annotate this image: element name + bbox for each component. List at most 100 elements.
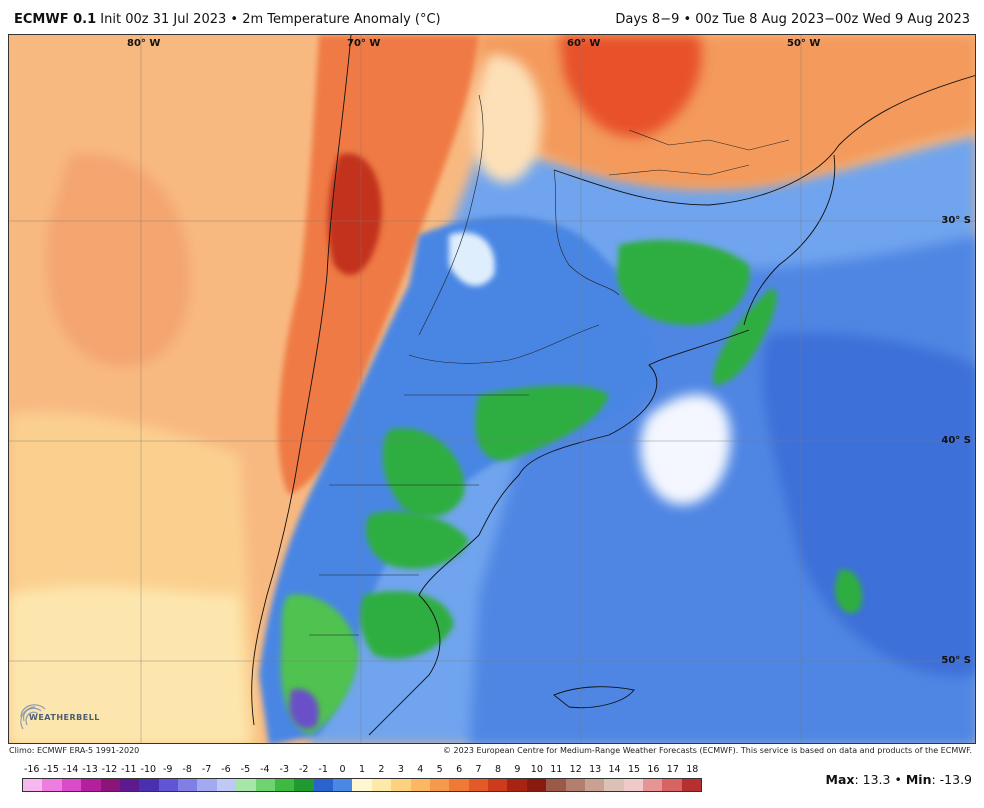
pacific-warm-patch bbox=[46, 153, 191, 367]
atlantic-cold-core bbox=[762, 332, 975, 677]
colorbar-tick-label: 1 bbox=[358, 764, 366, 775]
colorbar-tick-label: 5 bbox=[436, 764, 443, 775]
colorbar-swatches bbox=[22, 778, 702, 792]
colorbar-tick-label: 0 bbox=[339, 764, 346, 775]
colorbar-tick-label: -5 bbox=[240, 764, 251, 775]
colorbar-swatch bbox=[526, 779, 547, 791]
colorbar-tick-label: -8 bbox=[182, 764, 192, 775]
run-info: Init 00z 31 Jul 2023 • 2m Temperature An… bbox=[96, 12, 441, 27]
colorbar-tick-label: -7 bbox=[201, 764, 212, 775]
colorbar-swatch bbox=[623, 779, 643, 791]
weatherbell-logo: WEATHERBELL bbox=[15, 697, 99, 737]
colorbar-tick-label: -2 bbox=[298, 764, 309, 775]
colorbar-tick-label: -10 bbox=[140, 764, 157, 775]
colorbar-tick-label: 16 bbox=[647, 764, 660, 775]
colorbar-swatch bbox=[681, 779, 702, 791]
colorbar-swatch bbox=[216, 779, 237, 791]
colorbar-tick-label: 14 bbox=[608, 764, 621, 775]
colorbar-swatch bbox=[429, 779, 450, 791]
colorbar-swatch bbox=[139, 779, 159, 791]
pampas-cold-core bbox=[475, 385, 609, 461]
colorbar-swatch bbox=[643, 779, 663, 791]
colorbar-tick-label: -3 bbox=[279, 764, 290, 775]
colorbar-swatch bbox=[352, 779, 372, 791]
colorbar-tick-label: -12 bbox=[101, 764, 118, 775]
colorbar-swatch bbox=[119, 779, 140, 791]
colorbar-swatch bbox=[546, 779, 566, 791]
colorbar-tick-label: -13 bbox=[82, 764, 98, 775]
colorbar-swatch bbox=[333, 779, 353, 791]
colorbar-swatch bbox=[236, 779, 256, 791]
colorbar-tick-label: -14 bbox=[62, 764, 79, 775]
colorbar-tick-label: 3 bbox=[397, 764, 404, 775]
swirl-icon bbox=[20, 704, 46, 730]
colorbar-swatch bbox=[100, 779, 120, 791]
map-title: ECMWF 0.1 Init 00z 31 Jul 2023 • 2m Temp… bbox=[14, 12, 441, 27]
colorbar-swatch bbox=[197, 779, 217, 791]
atlantic-green-patch bbox=[834, 569, 863, 614]
colorbar-swatch bbox=[158, 779, 178, 791]
andes-warm-strip bbox=[278, 35, 479, 495]
colorbar-swatch bbox=[391, 779, 411, 791]
climo-credit: Climo: ECMWF ERA-5 1991-2020 bbox=[9, 746, 140, 755]
colorbar-swatch bbox=[449, 779, 469, 791]
colorbar-swatch bbox=[294, 779, 314, 791]
longitude-label-80w: 80° W bbox=[127, 38, 161, 49]
offshore-cold-streak bbox=[713, 288, 777, 385]
model-name: ECMWF 0.1 bbox=[14, 12, 97, 27]
patagonia-north-cold-core bbox=[382, 428, 465, 518]
colorbar-tick-label: 7 bbox=[475, 764, 482, 775]
longitude-label-70w: 70° W bbox=[347, 38, 381, 49]
max-label: Max bbox=[825, 772, 855, 787]
colorbar-swatch bbox=[61, 779, 82, 791]
chaco-mild-patch bbox=[473, 54, 542, 183]
colorbar-swatch bbox=[584, 779, 605, 791]
colorbar-tick-label: 9 bbox=[514, 764, 521, 775]
colorbar-swatch bbox=[565, 779, 585, 791]
colorbar-tick-label: 8 bbox=[494, 764, 502, 775]
andes-hot-core bbox=[327, 153, 382, 275]
colorbar-swatch bbox=[274, 779, 295, 791]
colorbar-tick-label: 18 bbox=[686, 764, 699, 775]
colorbar-swatch bbox=[410, 779, 430, 791]
map-canvas bbox=[9, 35, 975, 743]
max-value: 13.3 bbox=[862, 772, 891, 787]
colorbar-swatch bbox=[313, 779, 333, 791]
colorbar-tick-label: 10 bbox=[530, 764, 543, 775]
colorbar-tick-label: 6 bbox=[456, 764, 463, 775]
colorbar-swatch bbox=[255, 779, 275, 791]
colorbar-tick-label: 17 bbox=[666, 764, 679, 775]
longitude-label-50w: 50° W bbox=[787, 38, 821, 49]
min-value: -13.9 bbox=[939, 772, 972, 787]
latitude-label-40s: 40° S bbox=[941, 435, 971, 446]
colorbar-tick-label: -9 bbox=[162, 764, 173, 775]
colorbar-swatch bbox=[662, 779, 682, 791]
colorbar-tick-label: -6 bbox=[221, 764, 231, 775]
colorbar-tick-label: -11 bbox=[121, 764, 137, 775]
political-borders bbox=[309, 94, 790, 636]
min-label: Min bbox=[905, 772, 932, 787]
longitude-label-60w: 60° W bbox=[567, 38, 601, 49]
coastlines bbox=[251, 35, 975, 736]
colorbar-swatch bbox=[178, 779, 198, 791]
colorbar-swatch bbox=[23, 779, 43, 791]
colorbar-swatch bbox=[604, 779, 624, 791]
colorbar-swatch bbox=[488, 779, 508, 791]
colorbar-tick-label: -15 bbox=[43, 764, 59, 775]
colorbar-swatch bbox=[81, 779, 101, 791]
colorbar-tick-label: -1 bbox=[318, 764, 328, 775]
extreme-cold-patch bbox=[289, 689, 319, 729]
latitude-label-50s: 50° S bbox=[941, 655, 971, 666]
ecmwf-copyright: © 2023 European Centre for Medium-Range … bbox=[443, 746, 972, 755]
temperature-anomaly-map: 80° W 70° W 60° W 50° W 30° S 40° S 50° … bbox=[8, 34, 976, 744]
colorbar-swatch bbox=[42, 779, 62, 791]
colorbar-tick-label: 13 bbox=[589, 764, 602, 775]
colorbar-tick-labels: -16 -15 -14 -13 -12 -11 -10 -9 -8 -7 -6 -5 -4 -3 -2 -1 0… bbox=[22, 764, 702, 777]
colorbar-tick-label: 2 bbox=[378, 764, 385, 775]
graticule bbox=[9, 35, 975, 743]
paraguay-hot-core bbox=[559, 35, 702, 137]
uruguay-cold-core bbox=[617, 240, 750, 325]
pacific-south-zone bbox=[9, 586, 249, 743]
colorbar-tick-label: 11 bbox=[550, 764, 563, 775]
valid-period: Days 8−9 • 00z Tue 8 Aug 2023−00z Wed 9 … bbox=[615, 12, 970, 27]
